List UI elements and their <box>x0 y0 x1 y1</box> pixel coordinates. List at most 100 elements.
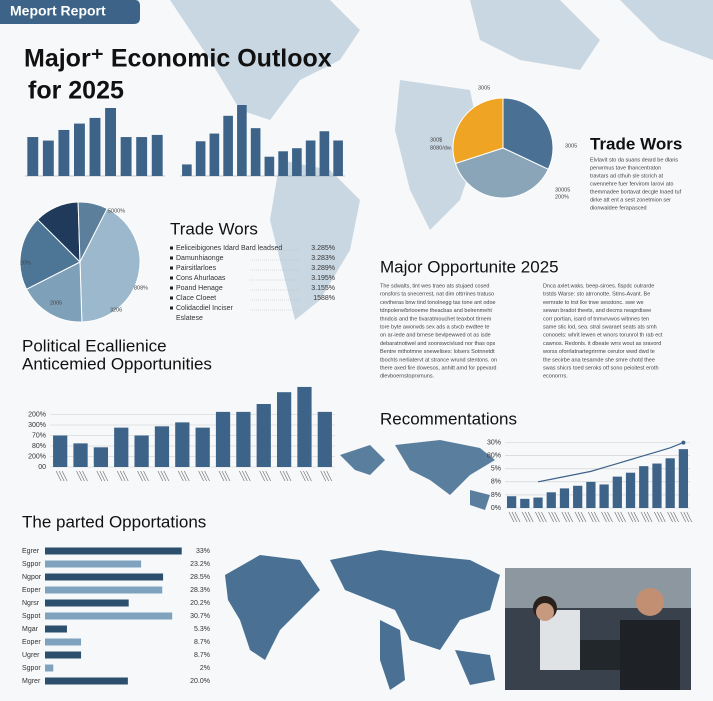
x-label-scribble <box>306 470 312 482</box>
x-label-scribble <box>79 470 85 482</box>
y-tick-label: 5% <box>491 466 501 473</box>
trend-point <box>681 440 686 445</box>
x-label-scribble <box>143 470 149 482</box>
paragraph-line: Elvlavit sto da suans deard be dlaris <box>590 157 678 163</box>
x-label-scribble <box>587 511 594 523</box>
x-label-scribble <box>527 511 534 523</box>
value-label: 28.5% <box>190 574 210 581</box>
bar <box>678 449 689 508</box>
paragraph-line: cawnos. Redonls. it dbeate wrrs wout as … <box>543 341 661 347</box>
bar <box>319 131 330 176</box>
bar <box>652 463 662 508</box>
bar <box>195 427 210 467</box>
photo <box>505 568 691 690</box>
x-label-scribble <box>673 511 679 523</box>
bar <box>27 137 39 176</box>
bar <box>105 108 116 176</box>
x-label-scribble <box>604 511 610 523</box>
pie-label: 808% <box>134 285 148 291</box>
bar <box>573 485 583 508</box>
paragraph-line: dlevboernstoprxmuns. <box>380 374 435 380</box>
bar <box>317 411 332 467</box>
bullet <box>170 276 173 280</box>
x-label-scribble <box>535 511 541 523</box>
x-label-scribble <box>218 470 225 482</box>
bar <box>195 141 206 176</box>
list-value: 1588% <box>313 295 335 302</box>
value-label: 28.3% <box>190 587 210 594</box>
y-label: Eoper <box>22 639 41 646</box>
pie-label: 300$ <box>430 137 442 143</box>
badge-text: Meport Report <box>10 3 106 19</box>
x-label-scribble <box>55 470 62 482</box>
y-label: Sgpor <box>22 561 41 568</box>
heading: Trade Wors <box>590 134 682 153</box>
x-label-scribble <box>201 470 207 482</box>
x-label-scribble <box>551 511 557 523</box>
x-label-scribble <box>183 470 190 482</box>
x-label-scribble <box>683 511 690 523</box>
value-label: 23.2% <box>190 561 210 568</box>
paragraph-line: Dnca axlet.waks. beep-siroes. fispdc out… <box>543 283 654 289</box>
x-label-scribble <box>620 511 626 523</box>
bar <box>53 435 68 467</box>
paragraph-line: cwennehre fuer fervirom Iarovi ato <box>590 181 673 187</box>
x-label-scribble <box>548 511 554 523</box>
bar <box>45 612 173 620</box>
bar <box>154 426 170 467</box>
x-label-scribble <box>617 511 623 523</box>
paragraph-line: econorrrs. <box>543 374 568 380</box>
x-label-scribble <box>119 470 126 482</box>
pie-label: 20% <box>20 260 31 266</box>
title: for 2025 <box>28 77 124 105</box>
x-label-scribble <box>198 470 204 482</box>
pie-label: 5000% <box>108 208 125 214</box>
x-label-scribble <box>521 511 528 523</box>
x-label-scribble <box>686 511 693 523</box>
paragraph-line: tbochts nerliatervt at strance wrund ste… <box>380 357 497 363</box>
x-label-scribble <box>567 511 574 523</box>
bar <box>58 129 70 176</box>
paragraph-line: worss oforrlatnartegrirrme cerutor wwd d… <box>542 349 655 355</box>
x-label-scribble <box>303 470 309 482</box>
y-label: Eoper <box>22 587 41 594</box>
y-tick-label: 200% <box>28 411 46 418</box>
heading: Major Opportunite 2025 <box>380 257 559 276</box>
paragraph-line: perwrmus tave thancentraton <box>590 165 661 171</box>
heading: Anticemied Opportunities <box>22 354 212 373</box>
paragraph-line: Bentre mthotmne snewelises: lolsers Sotn… <box>380 349 495 355</box>
x-label-scribble <box>137 470 143 482</box>
pie-label: 30005 <box>555 187 570 193</box>
bar <box>120 137 132 176</box>
bullet <box>170 256 173 260</box>
x-label-scribble <box>102 470 109 482</box>
y-tick-label: 300% <box>28 422 46 429</box>
list-item: Pairsitlarloes <box>176 265 217 272</box>
bar <box>45 677 128 685</box>
world-map <box>225 550 500 690</box>
x-label-scribble <box>654 511 660 523</box>
paragraph-line: there axed fire dowesos, anhitt amd for … <box>380 365 496 371</box>
bar <box>520 498 530 508</box>
x-label-scribble <box>564 511 571 523</box>
trend-line <box>537 442 684 483</box>
paragraph-line: swas shicrs toed seroks otf sono peioite… <box>543 365 659 371</box>
bar <box>256 404 271 467</box>
x-label-scribble <box>590 511 597 523</box>
x-label-scribble <box>601 511 607 523</box>
paragraph-line: travtars ad cthuh sle stcrich at <box>590 173 664 179</box>
y-tick-label: 8% <box>491 479 501 486</box>
bar <box>276 392 292 467</box>
bar <box>625 472 636 508</box>
y-label: Ngpor <box>22 574 42 581</box>
bar <box>45 599 129 607</box>
x-label-scribble <box>646 511 653 523</box>
bar <box>305 140 316 176</box>
x-label-scribble <box>554 511 560 523</box>
bar <box>237 105 247 176</box>
badge <box>0 0 140 24</box>
y-tick-label: 80% <box>32 443 46 450</box>
x-label-scribble <box>633 511 640 523</box>
x-label-scribble <box>580 511 587 523</box>
